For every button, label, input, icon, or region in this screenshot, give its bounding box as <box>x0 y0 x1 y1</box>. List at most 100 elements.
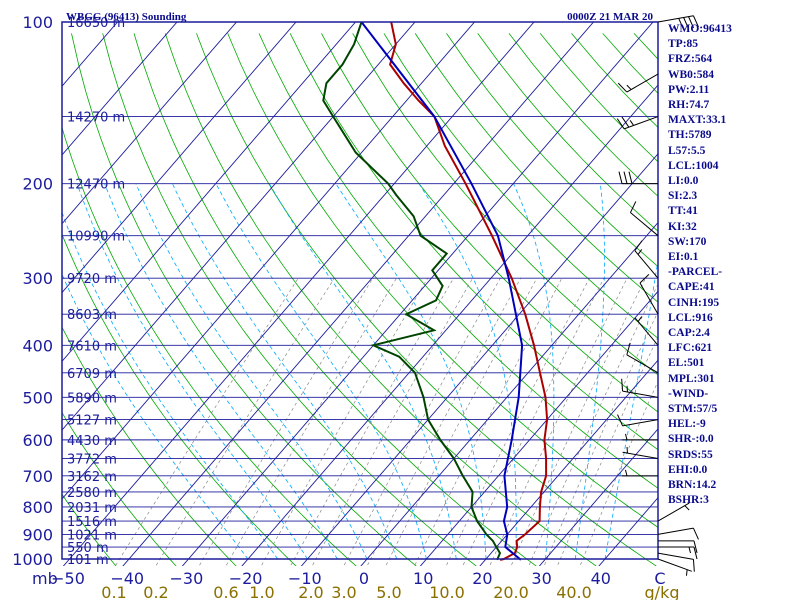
mixing-ratio-line <box>311 278 473 566</box>
height-label: 2580 m <box>67 486 117 501</box>
index-line: HEL:-9 <box>668 418 706 431</box>
isotherm <box>62 22 238 225</box>
index-line: KI:32 <box>668 220 697 233</box>
pressure-tick: 900 <box>22 525 53 544</box>
height-label: 1021 m <box>67 528 117 543</box>
index-line: BSHR:3 <box>668 494 709 507</box>
height-label: 3162 m <box>67 470 117 485</box>
height-label: 5890 m <box>67 391 117 406</box>
pressure-tick: 200 <box>22 175 53 194</box>
temperature-tick: 0 <box>359 569 369 588</box>
wind-barb <box>617 414 659 427</box>
wind-barb <box>634 240 659 279</box>
index-line: PW:2.11 <box>668 83 710 96</box>
parcel-trace <box>360 22 524 561</box>
isotherms <box>0 10 658 570</box>
moist-adiabat <box>135 183 368 560</box>
barb-staff <box>622 390 659 398</box>
mixing-ratio-tick: 0.2 <box>143 583 168 600</box>
dry-adiabat <box>62 493 117 566</box>
mixing-ratio-tick: 40.0 <box>556 583 592 600</box>
wind-barb <box>616 116 659 130</box>
pressure-tick: 300 <box>22 269 53 288</box>
isotherm <box>62 22 535 566</box>
isotherm <box>62 22 297 294</box>
barb-half <box>629 120 634 126</box>
index-line: SHR-:0.0 <box>668 433 714 446</box>
barb-staff <box>624 116 659 130</box>
barb-staff <box>622 419 659 427</box>
barb-full <box>693 546 698 560</box>
wind-barb <box>622 469 658 477</box>
isotherm <box>360 221 658 566</box>
pressure-tick: 100 <box>22 13 53 32</box>
moist-adiabat <box>604 257 658 560</box>
height-label: 6709 m <box>67 367 117 382</box>
barb-staff <box>639 282 659 315</box>
height-label: 16650 m <box>67 16 125 31</box>
index-line: LCL:1004 <box>668 159 719 172</box>
barb-staff <box>634 317 659 346</box>
moist-adiabat <box>215 183 427 560</box>
wind-barb <box>657 15 699 30</box>
mixing-ratio-tick: 20.0 <box>493 583 529 600</box>
height-label: 9720 m <box>67 272 117 287</box>
barb-full <box>626 342 631 355</box>
wind-barb <box>629 201 659 237</box>
height-label: 1516 m <box>67 515 117 530</box>
dry-adiabat <box>196 33 657 566</box>
y-unit-label: mb <box>32 569 58 588</box>
mixing-ratio-line <box>557 335 658 566</box>
height-label: 3772 m <box>67 453 117 468</box>
temperature-tick: 40 <box>591 569 611 588</box>
isotherm <box>181 22 654 566</box>
dry-adiabat <box>62 233 297 566</box>
barb-full <box>621 116 630 128</box>
barb-half <box>626 84 632 90</box>
index-line: LCL:916 <box>668 311 713 324</box>
index-line: FRZ:564 <box>668 53 713 66</box>
height-label: 550 m <box>67 541 109 556</box>
dry-adiabats <box>62 33 658 566</box>
index-line: CINH:195 <box>668 296 720 309</box>
barb-full <box>688 16 695 29</box>
mixing-ratio-line <box>489 278 628 566</box>
moist-adiabat <box>268 183 457 560</box>
mixing-ratio-tick: 0.6 <box>213 583 238 600</box>
mixing-ratio-line <box>445 278 590 566</box>
barb-full <box>616 118 625 130</box>
dry-adiabat <box>321 33 658 413</box>
wind-barb <box>626 342 659 374</box>
moist-adiabat <box>335 183 487 560</box>
index-line: CAPE:41 <box>668 281 715 294</box>
index-line: RH:74.7 <box>668 99 710 112</box>
mixing-ratio-tick: 1.0 <box>249 583 274 600</box>
height-labels: 16650 m 14270 m 12470 m 10990 m 9720 m 8603 m… <box>67 16 125 568</box>
index-line: CAP:2.4 <box>668 327 710 340</box>
dry-adiabat <box>62 326 237 566</box>
isotherm <box>300 153 658 566</box>
index-line: BRN:14.2 <box>668 479 717 492</box>
index-line: EI:0.1 <box>668 251 699 264</box>
wind-barb <box>639 274 659 315</box>
index-line: TP:85 <box>668 38 699 51</box>
index-line: SRDS:55 <box>668 448 713 461</box>
isotherm <box>62 22 416 431</box>
plot-border <box>61 21 659 560</box>
barb-staff <box>630 212 659 237</box>
index-line: L57:5.5 <box>668 144 706 157</box>
isotherm <box>0 10 9 570</box>
barb-full <box>618 171 623 184</box>
barb-half <box>685 569 688 576</box>
mixing-ratio-tick: 2.0 <box>298 583 323 600</box>
temperature-trace <box>389 22 549 561</box>
barb-full <box>623 171 628 184</box>
barb-full <box>693 540 698 553</box>
barb-full <box>692 15 699 28</box>
barb-staff <box>657 558 692 572</box>
temperature-tick: −10 <box>288 569 322 588</box>
sounding-traces <box>322 22 549 561</box>
index-line: EHI:0.0 <box>668 463 708 476</box>
barb-full <box>628 171 633 184</box>
index-line: TH:5789 <box>668 129 712 142</box>
